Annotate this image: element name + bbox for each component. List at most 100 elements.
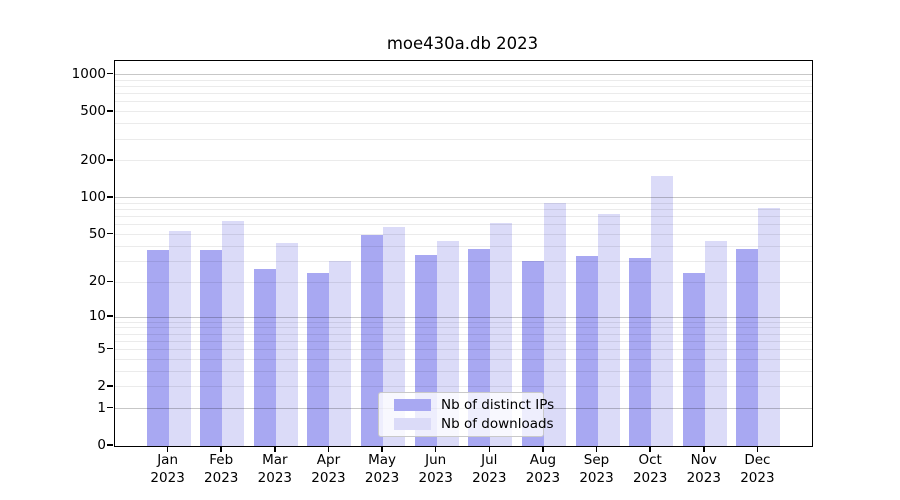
year-label: 2023 (257, 469, 293, 486)
gridline-minor (115, 111, 812, 113)
gridline-minor (115, 340, 812, 342)
y-tick-label: 5 (97, 340, 106, 357)
y-tick (107, 347, 113, 350)
year-label: 2023 (686, 469, 721, 486)
gridline-minor (115, 101, 812, 103)
gridline-minor (115, 321, 812, 323)
bar-may-downloads (383, 226, 406, 446)
x-tick-label-feb: Feb 2023 (193, 452, 249, 487)
x-tick-label-nov: Nov 2023 (676, 452, 732, 487)
y-tick (107, 406, 113, 409)
month-label: Jul (481, 452, 498, 468)
bar-jul-downloads (490, 223, 513, 446)
x-tick-label-mar: Mar 2023 (247, 452, 303, 487)
gridline-minor (115, 358, 812, 360)
legend-item-distinct-ips: Nb of distinct IPs (394, 398, 554, 412)
y-tick-label: 2 (97, 377, 106, 394)
gridline-minor (115, 386, 812, 388)
y-tick (107, 196, 113, 198)
bar-nov-downloads (704, 241, 727, 446)
gridline-minor (115, 202, 812, 204)
bar-nov-ips (682, 272, 705, 446)
y-tick-label: 100 (80, 188, 106, 205)
month-label: Sep (583, 452, 610, 468)
bar-oct-ips (629, 258, 652, 446)
year-label: 2023 (632, 469, 668, 486)
x-tick (434, 446, 437, 452)
x-tick (756, 446, 759, 452)
y-tick (107, 159, 113, 161)
month-label: Jan (157, 452, 179, 468)
x-tick (595, 446, 598, 452)
month-label: Apr (316, 452, 341, 468)
y-tick-label: 200 (80, 151, 106, 168)
y-tick (107, 110, 113, 112)
legend-swatch-downloads (394, 418, 431, 430)
y-tick (107, 385, 113, 387)
x-tick (703, 446, 705, 452)
x-tick (542, 446, 544, 452)
legend-label-downloads: Nb of downloads (441, 416, 554, 432)
x-tick (274, 446, 276, 452)
month-label: Dec (744, 452, 771, 468)
bar-feb-downloads (222, 220, 245, 446)
y-tick (107, 444, 113, 446)
month-label: Mar (262, 452, 288, 468)
gridline-minor (115, 79, 812, 81)
gridline-minor (115, 224, 812, 226)
legend: Nb of distinct IPs Nb of downloads (378, 392, 554, 437)
y-tick-label: 0 (97, 437, 106, 453)
y-tick-label: 10 (88, 308, 106, 325)
gridline-minor (115, 160, 812, 162)
gridline-minor (115, 333, 812, 335)
year-label: 2023 (472, 469, 507, 486)
year-label: 2023 (311, 469, 346, 486)
bar-dec-ips (736, 249, 759, 446)
bar-oct-downloads (651, 176, 674, 446)
gridline-minor (115, 281, 812, 283)
year-label: 2023 (525, 469, 561, 486)
month-label: May (368, 452, 397, 468)
bar-aug-downloads (543, 202, 566, 446)
legend-swatch-ips (394, 399, 431, 411)
x-tick-label-jun: Jun 2023 (408, 452, 464, 487)
gridline-minor (115, 93, 812, 95)
month-label: Aug (529, 452, 557, 468)
x-tick (488, 446, 491, 452)
bar-mar-downloads (275, 242, 298, 446)
gridline-minor (115, 349, 812, 351)
gridline-major (115, 316, 812, 318)
x-tick-label-jul: Jul 2023 (461, 452, 517, 487)
plot-area (114, 60, 813, 447)
month-label: Nov (690, 452, 717, 468)
bar-jan-downloads (168, 230, 191, 446)
x-tick (381, 446, 383, 452)
y-tick (107, 280, 113, 283)
month-label: Oct (638, 452, 662, 468)
x-tick (649, 446, 651, 452)
bar-dec-downloads (758, 208, 781, 446)
month-label: Feb (209, 452, 234, 468)
y-tick-label: 500 (80, 102, 106, 119)
gridline-minor (115, 245, 812, 247)
year-label: 2023 (150, 469, 185, 486)
bar-apr-downloads (329, 261, 352, 446)
x-tick-label-aug: Aug 2023 (515, 452, 571, 487)
x-tick-label-dec: Dec 2023 (729, 452, 785, 487)
gridline-major (115, 74, 812, 76)
bar-sep-downloads (597, 213, 620, 446)
gridline-major (115, 197, 812, 199)
x-tick-label-oct: Oct 2023 (622, 452, 678, 487)
y-tick-label: 20 (88, 273, 106, 290)
legend-item-downloads: Nb of downloads (394, 417, 554, 431)
chart-title: moe430a.db 2023 (386, 34, 539, 53)
bar-apr-ips (307, 272, 330, 446)
x-tick (327, 446, 330, 452)
bar-jan-ips (146, 250, 169, 446)
x-tick-label-apr: Apr 2023 (300, 452, 356, 487)
legend-label-ips: Nb of distinct IPs (441, 397, 555, 413)
gridline-minor (115, 216, 812, 218)
x-tick-label-jan: Jan 2023 (140, 452, 196, 487)
year-label: 2023 (204, 469, 239, 486)
